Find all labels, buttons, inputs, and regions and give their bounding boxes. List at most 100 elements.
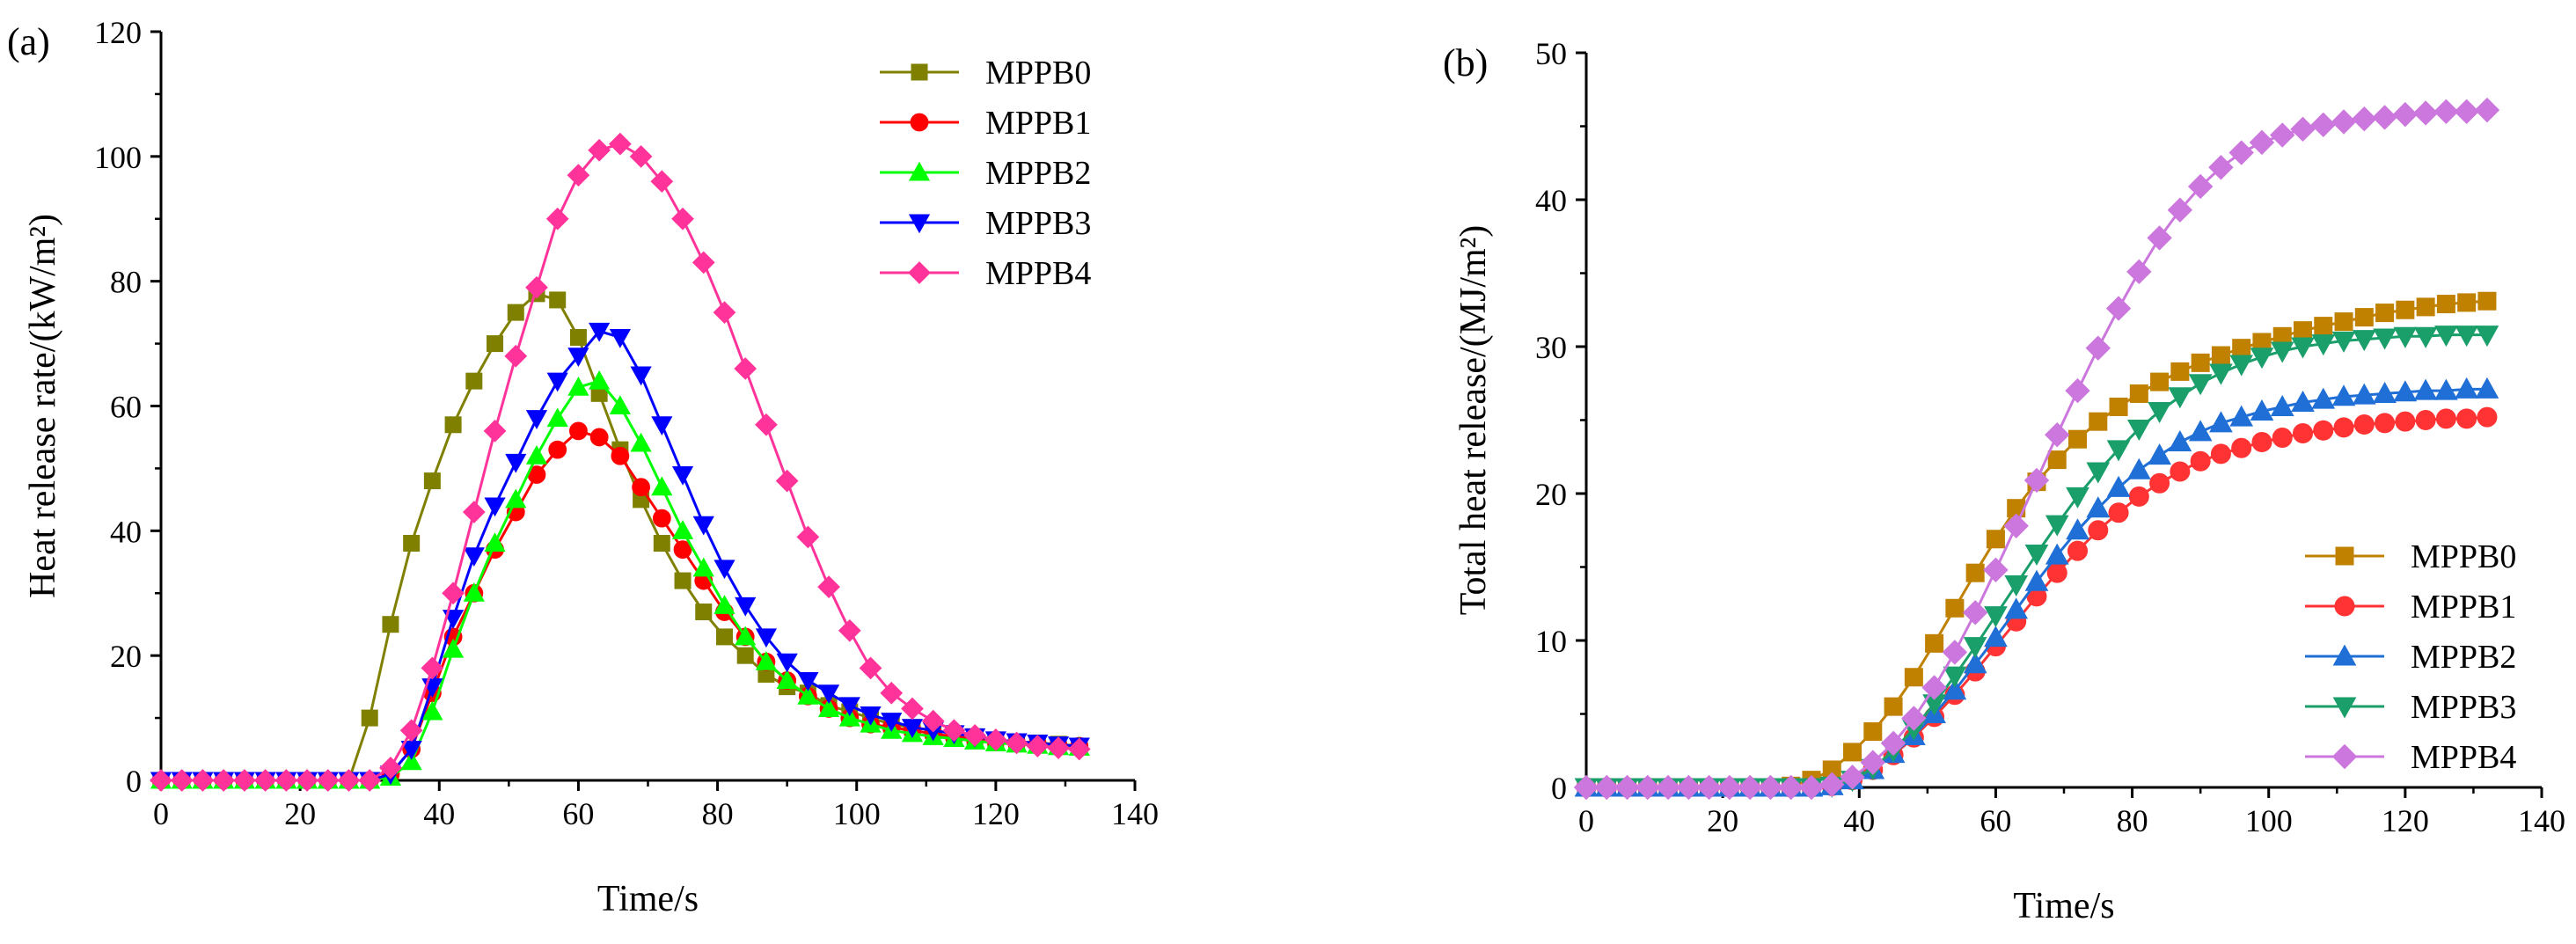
data-point — [2187, 173, 2214, 200]
data-point — [776, 653, 798, 673]
y-tick-label: 10 — [1535, 624, 1567, 659]
data-point — [2188, 420, 2213, 442]
data-point — [653, 535, 670, 552]
data-point — [2128, 486, 2149, 507]
legend-entry: MPPB3 — [2305, 689, 2516, 726]
data-point — [2354, 308, 2374, 327]
legend-label: MPPB3 — [2411, 689, 2516, 726]
data-point — [2229, 355, 2254, 377]
data-point — [465, 372, 483, 390]
data-point — [443, 638, 465, 658]
data-point — [2209, 363, 2233, 385]
data-point — [671, 520, 694, 539]
data-point — [2168, 387, 2192, 409]
data-point — [1904, 668, 1923, 687]
data-point — [715, 628, 733, 646]
data-point — [2170, 461, 2191, 482]
data-point — [2413, 326, 2438, 348]
data-point — [713, 301, 736, 324]
data-point — [755, 413, 778, 436]
data-point — [2392, 101, 2419, 128]
data-point — [2147, 225, 2172, 251]
data-point — [525, 410, 548, 429]
data-point — [2250, 399, 2274, 421]
data-point — [2435, 408, 2456, 429]
series-mppb3 — [150, 322, 1090, 792]
data-point — [2373, 328, 2397, 350]
data-point — [2416, 297, 2435, 317]
legend-marker — [908, 214, 931, 234]
legend-marker — [908, 161, 931, 181]
legend-label: MPPB1 — [985, 105, 1091, 142]
x-axis-label: Time/s — [2013, 886, 2114, 926]
legend-marker — [2331, 743, 2358, 770]
legend-label: MPPB0 — [2411, 538, 2516, 575]
data-point — [1884, 697, 1903, 716]
data-point — [400, 750, 422, 771]
y-tick-label: 100 — [94, 140, 142, 175]
data-point — [1942, 640, 1968, 665]
legend-marker — [2335, 546, 2354, 566]
data-point — [1676, 774, 1701, 801]
data-point — [2003, 513, 2029, 538]
data-point — [589, 322, 611, 342]
data-point — [609, 132, 632, 156]
data-point — [2150, 372, 2170, 392]
data-point — [860, 706, 882, 726]
data-point — [2188, 374, 2213, 396]
data-point — [611, 446, 630, 465]
legend-label: MPPB0 — [985, 55, 1091, 91]
data-point — [253, 769, 277, 792]
data-point — [191, 769, 215, 792]
data-point — [2415, 410, 2436, 430]
data-point — [505, 453, 527, 473]
data-point — [2436, 295, 2455, 314]
data-point — [776, 670, 798, 690]
data-point — [881, 713, 903, 732]
data-point — [2311, 387, 2336, 409]
data-point — [2477, 406, 2498, 428]
data-point — [651, 416, 673, 436]
data-point — [1963, 652, 1987, 674]
x-tick-label: 0 — [153, 796, 169, 831]
data-point — [2086, 462, 2111, 484]
data-point — [2065, 377, 2090, 404]
data-point — [629, 144, 653, 168]
y-tick-label: 30 — [1535, 330, 1567, 365]
data-point — [2331, 331, 2356, 353]
legend-marker — [911, 63, 928, 81]
data-point — [2047, 450, 2067, 470]
data-point — [2270, 122, 2295, 148]
data-point — [714, 560, 735, 580]
y-tick-label: 40 — [110, 514, 142, 549]
data-point — [674, 572, 692, 589]
data-point — [2170, 362, 2190, 381]
data-point — [817, 698, 840, 717]
data-point — [2086, 496, 2111, 518]
x-tick-label: 80 — [702, 796, 734, 831]
x-tick-label: 140 — [1111, 796, 1159, 831]
y-axis-label: Total heat release/(MJ/m²) — [1453, 225, 1494, 615]
data-point — [692, 251, 715, 274]
data-point — [2168, 430, 2192, 452]
data-point — [1943, 678, 1967, 700]
x-tick-label: 20 — [284, 796, 316, 831]
data-point — [442, 582, 465, 605]
data-point — [483, 420, 507, 443]
data-point — [1860, 750, 1886, 775]
data-point — [2393, 326, 2418, 348]
data-point — [2045, 515, 2069, 537]
data-point — [2475, 326, 2499, 348]
y-tick-label: 0 — [1551, 771, 1567, 806]
legend-entry: MPPB3 — [880, 205, 1091, 242]
data-point — [652, 509, 671, 528]
data-point — [2148, 401, 2171, 424]
data-point — [1594, 774, 1620, 801]
data-point — [1863, 722, 1883, 742]
data-point — [2088, 520, 2109, 541]
data-point — [2334, 312, 2353, 332]
data-point — [1925, 633, 1944, 653]
data-point — [2412, 100, 2439, 126]
data-point — [2454, 99, 2479, 125]
